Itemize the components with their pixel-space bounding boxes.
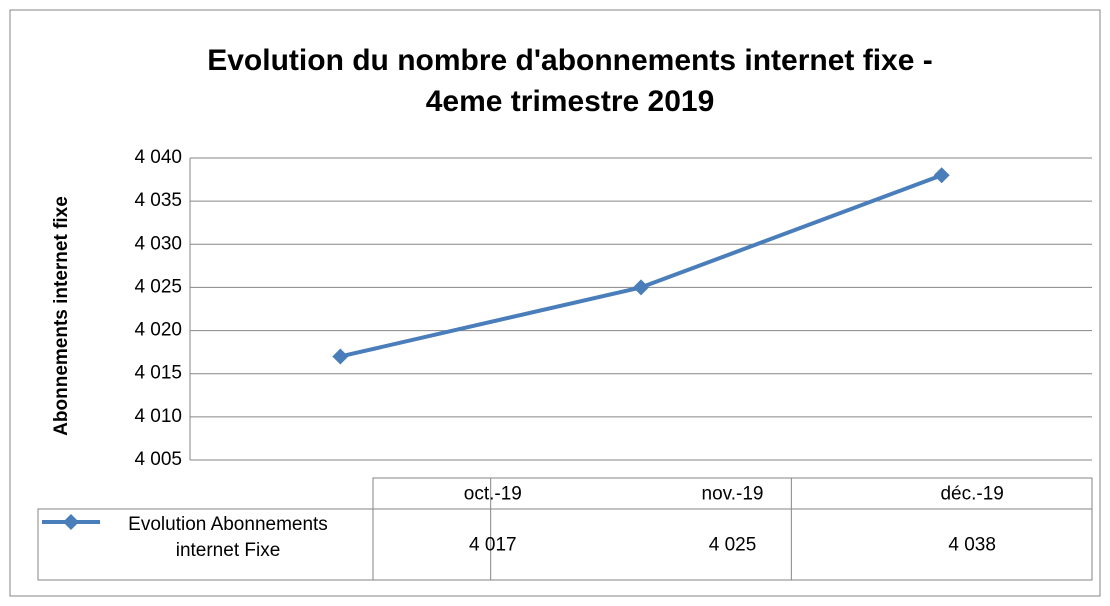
chart-border (9, 9, 1101, 597)
y-tick-label: 4 030 (134, 233, 182, 254)
y-axis-label: Abonnements internet fixe (51, 196, 72, 436)
data-label: 4 025 (709, 535, 757, 556)
x-tick-label: oct.-19 (464, 484, 522, 505)
marker (633, 279, 649, 296)
chart-title: Evolution du nombre d'abonnements intern… (207, 44, 933, 77)
data-label: 4 017 (469, 535, 517, 556)
table-border (37, 508, 1093, 581)
chart-title: 4eme trimestre 2019 (426, 85, 715, 118)
y-tick-label: 4 010 (134, 406, 182, 427)
legend-label: Evolution Abonnements internet Fixe (128, 514, 328, 561)
x-tick-label: nov.-19 (702, 484, 764, 505)
marker (933, 167, 950, 184)
y-tick-label: 4 025 (134, 276, 182, 297)
y-tick-label: 4 015 (134, 363, 182, 384)
y-tick-label: 4 005 (134, 449, 182, 470)
data-label: 4 038 (948, 535, 996, 556)
x-tick-label: déc.-19 (940, 484, 1003, 505)
marker (332, 348, 349, 365)
y-tick-label: 4 020 (134, 320, 182, 341)
legend-key-marker (63, 514, 79, 530)
y-tick-label: 4 035 (134, 190, 182, 211)
y-tick-label: 4 040 (134, 147, 182, 168)
